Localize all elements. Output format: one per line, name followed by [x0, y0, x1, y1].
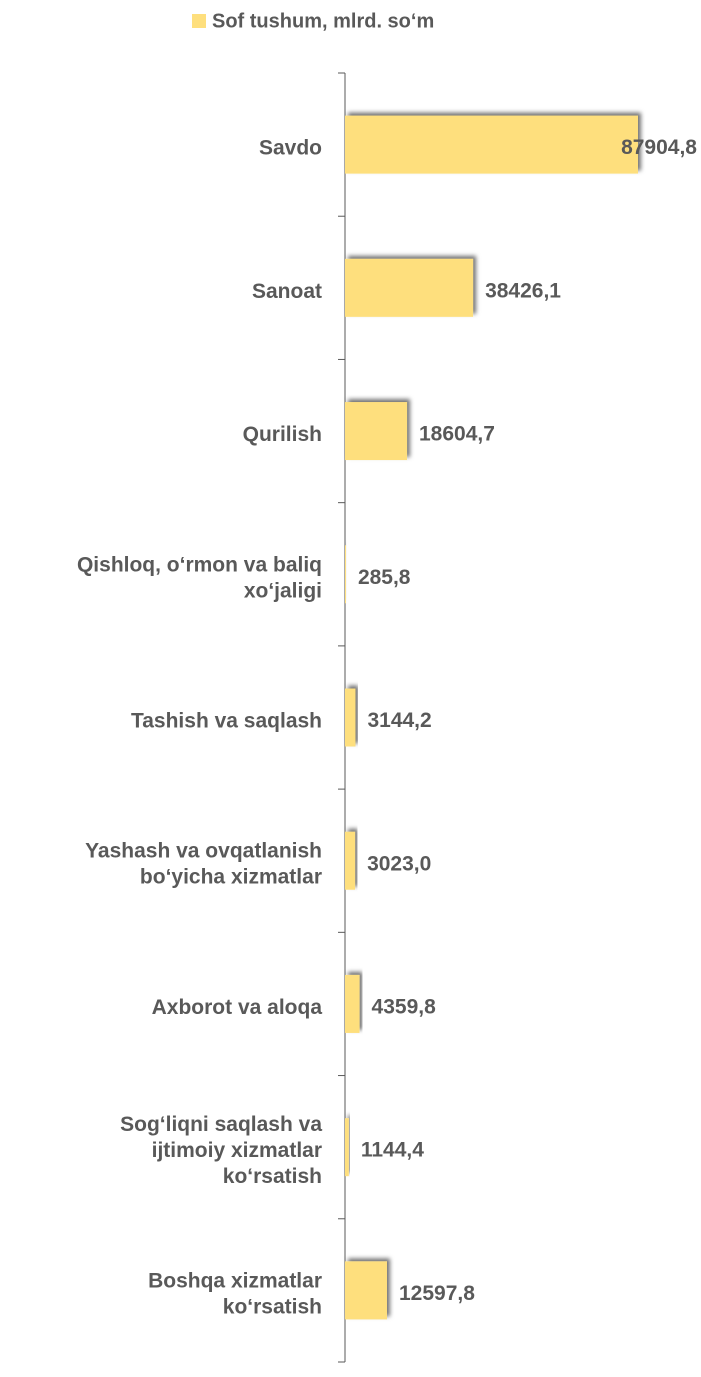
category-label: Qishloq, o‘rmon va baliq xo‘jaligi [77, 553, 322, 602]
value-label: 3023,0 [367, 852, 431, 875]
value-label: 18604,7 [419, 423, 495, 446]
value-label: 1144,4 [361, 1139, 424, 1162]
category-label: Qurilish [243, 423, 322, 446]
value-label: 87904,8 [621, 136, 697, 159]
bar [345, 545, 346, 604]
value-label: 12597,8 [399, 1282, 475, 1305]
bar [345, 258, 474, 317]
bar [345, 831, 356, 890]
category-label: Sanoat [252, 279, 322, 302]
bar [345, 1118, 349, 1177]
category-label: Sog‘liqni saqlash va ijtimoiy xizmatlar ko… [120, 1113, 322, 1188]
value-label: 285,8 [358, 566, 411, 589]
legend-label: Sof tushum, mlrd. so‘m [212, 10, 434, 32]
bar [345, 974, 360, 1033]
bar [345, 688, 356, 747]
category-label: Tashish va saqlash [131, 709, 322, 732]
value-label: 4359,8 [372, 995, 437, 1018]
legend-swatch [192, 14, 206, 28]
value-label: 3144,2 [367, 709, 431, 732]
category-label: Boshqa xizmatlar ko‘rsatish [148, 1269, 322, 1318]
category-label: Savdo [259, 136, 322, 159]
category-label: Axborot va aloqa [152, 995, 323, 1018]
bar [345, 402, 408, 461]
value-label: 38426,1 [485, 279, 561, 302]
bar [345, 115, 638, 174]
bar [345, 1261, 387, 1320]
category-label: Yashash va ovqatlanish bo‘yicha xizmatlar [85, 839, 322, 888]
